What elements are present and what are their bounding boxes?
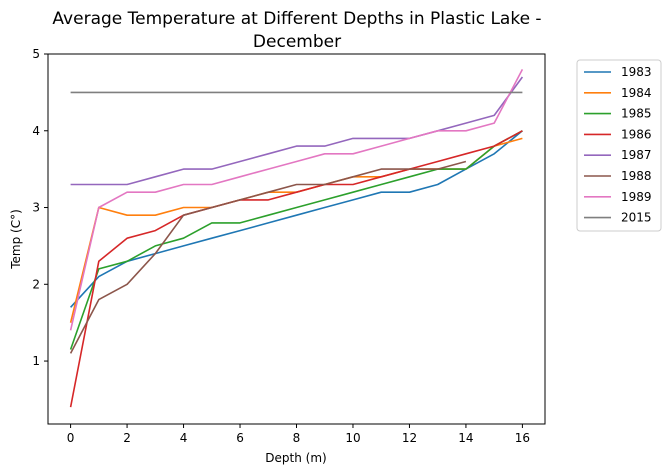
legend: 1983 1984 1985 1986 1987 1988 1989 2015 — [576, 59, 662, 232]
y-tick-label: 3 — [32, 201, 40, 215]
chart-title-line2: December — [253, 32, 341, 52]
legend-label-1989: 1989 — [621, 190, 652, 204]
series-line-1983 — [70, 130, 523, 308]
legend-label-1988: 1988 — [621, 169, 652, 183]
series-line-1986 — [69, 130, 523, 408]
x-tick-label: 16 — [515, 431, 530, 445]
series-lines — [69, 69, 524, 408]
legend-label-1983: 1983 — [621, 65, 652, 79]
y-axis-label: Temp (C°) — [9, 209, 23, 270]
legend-label-2015: 2015 — [621, 211, 652, 225]
legend-label-1987: 1987 — [621, 148, 652, 162]
y-tick-label: 5 — [32, 47, 40, 61]
chart-title-line1: Average Temperature at Different Depths … — [52, 9, 541, 29]
y-tick-label: 1 — [32, 354, 40, 368]
x-tick-label: 0 — [67, 431, 75, 445]
x-tick-label: 14 — [458, 431, 473, 445]
y-tick-label: 2 — [32, 277, 40, 291]
x-tick-label: 2 — [123, 431, 131, 445]
y-tick-label: 4 — [32, 124, 40, 138]
series-line-1988 — [69, 160, 467, 354]
x-tick-label: 4 — [180, 431, 188, 445]
legend-label-1985: 1985 — [621, 107, 652, 121]
x-ticks: 0 2 4 6 8 10 12 14 16 — [67, 424, 530, 445]
x-tick-label: 6 — [236, 431, 244, 445]
legend-label-1986: 1986 — [621, 127, 652, 141]
series-line-1989 — [69, 69, 524, 331]
series-line-1984 — [69, 137, 523, 323]
x-axis-label: Depth (m) — [265, 451, 326, 465]
plot-area — [47, 53, 546, 425]
x-tick-label: 12 — [402, 431, 417, 445]
x-tick-label: 10 — [345, 431, 360, 445]
legend-frame — [576, 59, 662, 232]
x-tick-label: 8 — [293, 431, 301, 445]
series-line-1985 — [69, 130, 523, 350]
legend-label-1984: 1984 — [621, 86, 652, 100]
y-ticks: 1 2 3 4 5 — [32, 47, 48, 368]
series-line-1987 — [70, 76, 524, 186]
